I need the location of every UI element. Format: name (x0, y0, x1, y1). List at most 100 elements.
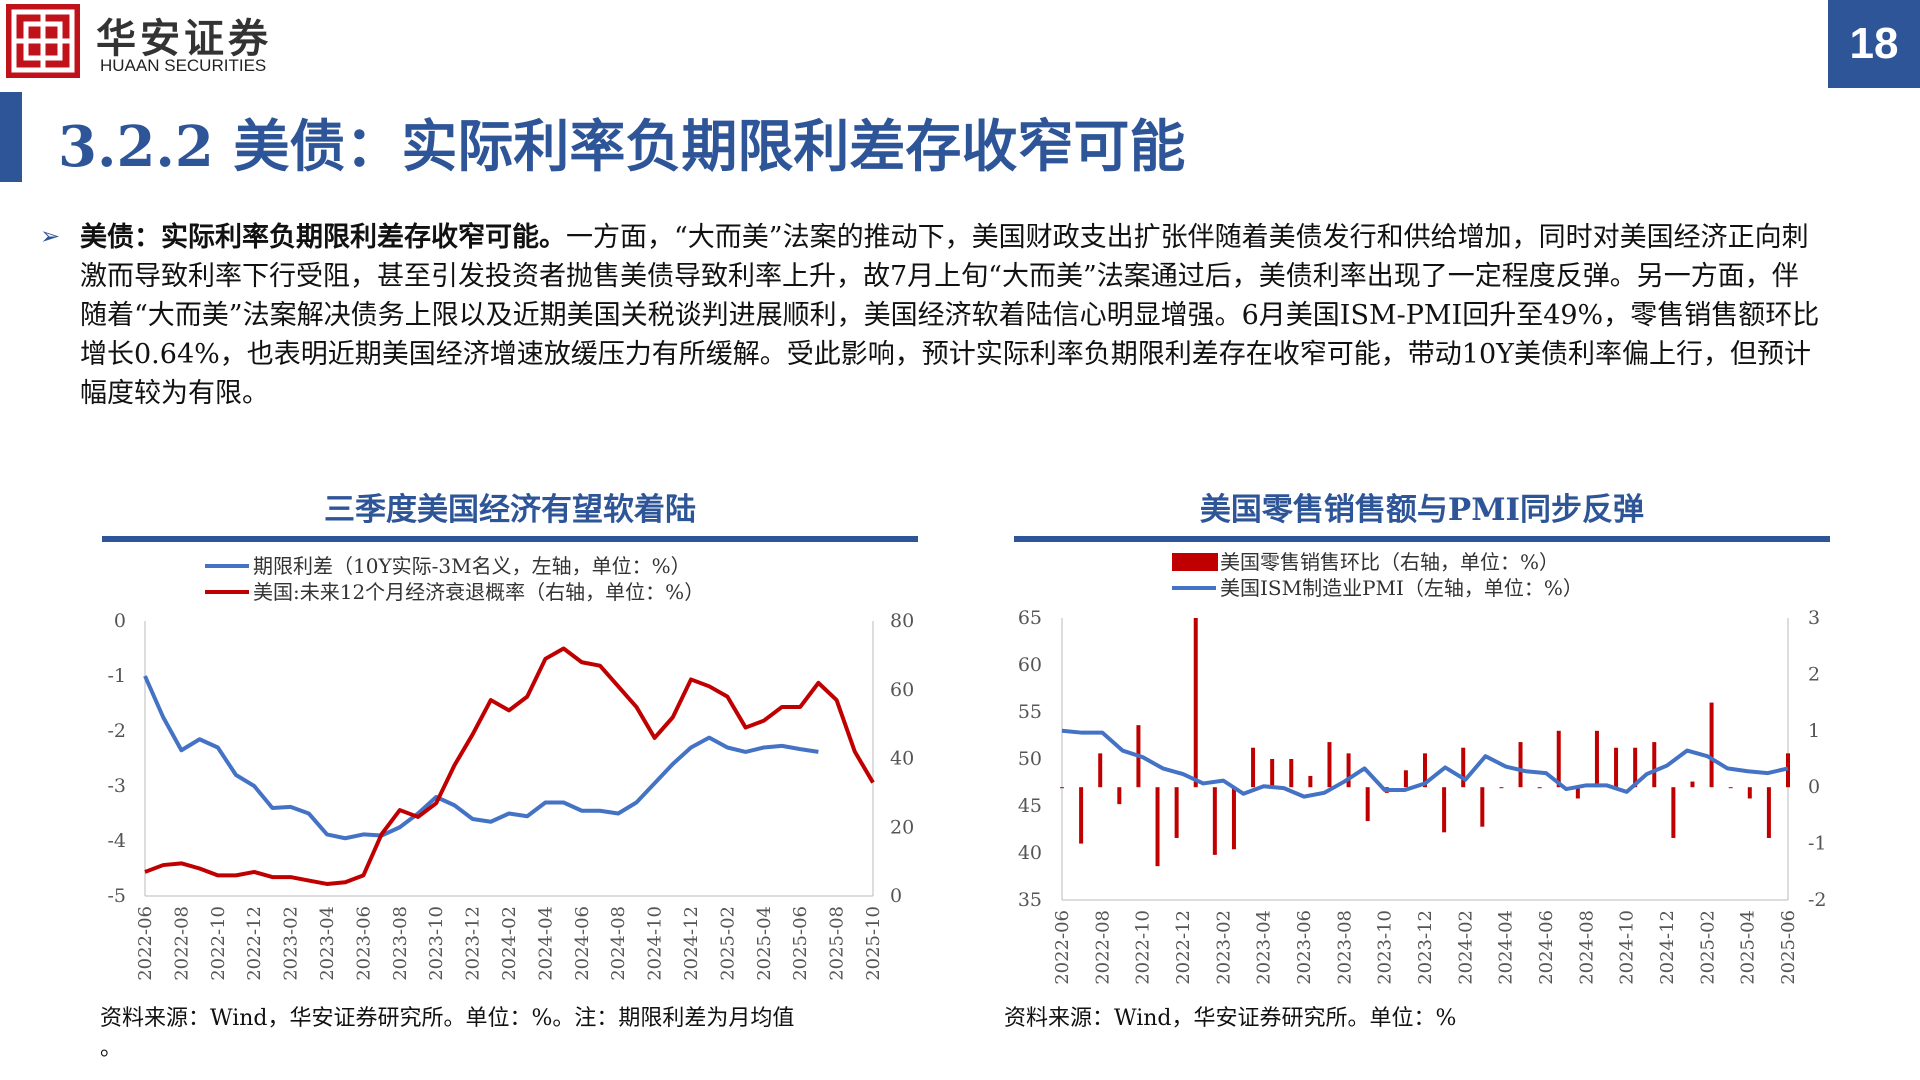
chart1-left-tick: -3 (107, 775, 126, 797)
chart2-bar (1251, 747, 1256, 788)
chart1-x-tick: 2023-04 (317, 906, 338, 981)
chart2-bar (1346, 753, 1351, 788)
chart1-x-tick: 2024-10 (645, 906, 666, 981)
chart2-bar (1499, 787, 1504, 789)
chart2-bar (1652, 742, 1657, 788)
chart1-svg: 0 -1 -2 -3 -4 -5 80 60 40 20 0 2022-06 2022-08 2022-1… (107, 554, 914, 981)
body-lead: 美债：实际利率负期限利差存收窄可能。 (80, 222, 566, 253)
chart2-left-tick: 50 (1018, 748, 1042, 770)
chart2-bar (1575, 787, 1580, 799)
chart1-x-tick: 2025-06 (790, 906, 811, 981)
chart2-bar (1117, 787, 1122, 805)
chart1-legend-label: 美国:未来12个月经济衰退概率（右轴，单位：%） (253, 580, 704, 604)
chart2-bar (1461, 747, 1466, 788)
chart2-bar (1537, 787, 1542, 789)
chart1-legend-label: 期限利差（10Y实际-3M名义，左轴，单位：%） (253, 554, 691, 578)
chart2-title-rule (1014, 536, 1830, 542)
chart2-bar (1270, 759, 1275, 788)
chart2-bar (1327, 742, 1332, 788)
chart1-left-tick: 0 (114, 610, 126, 632)
chart1-x-tick: 2025-04 (754, 906, 775, 981)
chart2-left-tick: 40 (1018, 842, 1042, 864)
chart1-x-tick: 2024-12 (681, 906, 702, 981)
title-accent-bar (0, 92, 22, 182)
chart1-title: 三季度美国经济有望软着陆 (324, 492, 696, 528)
chart2-x-tick: 2023-06 (1294, 910, 1315, 985)
chart2-x-tick: 2024-08 (1576, 910, 1597, 985)
chart2-right-tick: 0 (1808, 776, 1820, 798)
chart1-left-tick: -1 (107, 665, 126, 687)
chart2-bar (1633, 747, 1638, 788)
chart1-left-tick: -5 (107, 885, 126, 907)
chart2-x-tick: 2023-12 (1415, 910, 1436, 985)
chart1-source: 资料来源：Wind，华安证券研究所。单位：%。注：期限利差为月均值 (100, 1006, 795, 1031)
chart2-bar (1365, 787, 1370, 822)
chart2-bar (1728, 787, 1733, 789)
chart1-x-tick: 2022-12 (244, 906, 265, 981)
chart2-left-tick: 45 (1018, 795, 1042, 817)
logo-text-en: HUAAN SECURITIES (100, 56, 267, 75)
chart2-legend-swatch (1172, 553, 1218, 571)
chart2-bar (1289, 759, 1294, 788)
company-logo-icon (6, 4, 80, 78)
chart2-x-tick: 2022-10 (1133, 910, 1154, 985)
chart2-x-tick: 2025-04 (1738, 910, 1759, 985)
chart2-source: 资料来源：Wind，华安证券研究所。单位：% (1004, 1006, 1457, 1031)
chart1-x-tick: 2024-08 (608, 906, 629, 981)
chart2-title: 美国零售销售额与PMI同步反弹 (1199, 492, 1645, 528)
chart2-bar (1690, 781, 1695, 788)
chart2-x-tick: 2024-04 (1496, 910, 1517, 985)
chart1-title-rule (102, 536, 918, 542)
chart1-x-tick: 2025-10 (863, 906, 884, 981)
chart1-x-tick: 2024-02 (499, 906, 520, 981)
chart2-bar (1480, 787, 1485, 827)
chart2-legend-label: 美国ISM制造业PMI（左轴，单位：%） (1220, 576, 1583, 600)
chart1-x-tick: 2022-06 (135, 906, 156, 981)
body-text: 一方面，“大而美”法案的推动下，美国财政支出扩张伴随着美债发行和供给增加，同时对… (80, 222, 1820, 409)
chart2-bar (1231, 787, 1236, 850)
chart2-bar (1212, 787, 1217, 855)
bullet-arrow-icon: ➢ (40, 222, 61, 250)
chart2-bar (1747, 787, 1752, 799)
chart1-x-tick: 2024-04 (535, 906, 556, 981)
chart2-bar (1709, 702, 1714, 788)
chart2-svg: 65 60 55 50 45 40 35 3 2 1 0 -1 -2 2022-06 2022-08 2022… (1018, 550, 1827, 985)
chart1-left-tick: -4 (107, 830, 126, 852)
chart2-left-tick: 65 (1018, 607, 1042, 629)
chart2-right-tick: 3 (1808, 607, 1820, 629)
chart2-bar (1098, 753, 1103, 788)
chart2-x-tick: 2023-04 (1254, 910, 1275, 985)
chart1-left-tick: -2 (107, 720, 126, 742)
chart2-series-line (1061, 728, 1789, 799)
chart2-bar (1308, 775, 1313, 788)
chart1-x-tick: 2024-06 (572, 906, 593, 981)
chart1-x-tick: 2025-08 (827, 906, 848, 981)
chart1-x-tick: 2023-12 (463, 906, 484, 981)
chart2-x-tick: 2024-02 (1455, 910, 1476, 985)
chart2-bar (1594, 730, 1599, 788)
chart1-source-tail: 。 (100, 1036, 123, 1061)
chart2-left-tick: 35 (1018, 889, 1042, 911)
chart1-x-tick: 2023-08 (390, 906, 411, 981)
chart2-x-tick: 2025-02 (1697, 910, 1718, 985)
chart1-x-tick: 2023-06 (353, 906, 374, 981)
chart2-bar (1671, 787, 1676, 838)
chart2-x-tick: 2024-12 (1657, 910, 1678, 985)
chart2-x-tick: 2024-10 (1617, 910, 1638, 985)
chart2-bar (1079, 787, 1084, 844)
chart1-x-tick: 2023-02 (281, 906, 302, 981)
chart2-bar (1442, 787, 1447, 833)
chart2-x-tick: 2023-02 (1213, 910, 1234, 985)
chart2-right-tick: -1 (1808, 833, 1827, 855)
chart1-x-tick: 2022-08 (171, 906, 192, 981)
chart2-x-tick: 2024-06 (1536, 910, 1557, 985)
chart2-bar (1614, 747, 1619, 788)
chart1-right-tick: 60 (890, 679, 914, 701)
chart2-left-tick: 55 (1018, 701, 1042, 723)
chart2-bar (1174, 787, 1179, 838)
chart2-right-tick: -2 (1808, 889, 1827, 911)
chart2-x-tick: 2022-12 (1173, 910, 1194, 985)
body-paragraph: 美债：实际利率负期限利差存收窄可能。一方面，“大而美”法案的推动下，美国财政支出… (80, 218, 1820, 413)
chart1-series-line (143, 675, 819, 841)
chart2-bar (1060, 787, 1064, 789)
